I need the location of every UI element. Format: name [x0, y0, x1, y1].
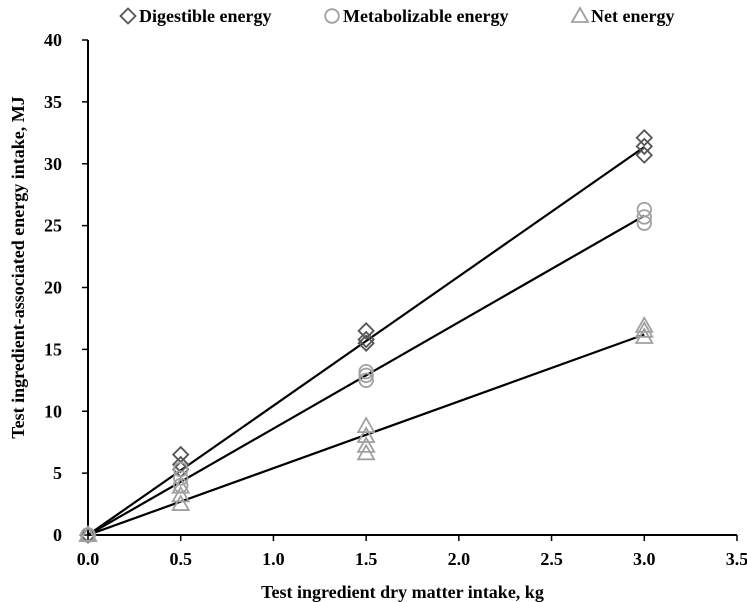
data-point — [634, 327, 654, 344]
data-point — [636, 215, 652, 231]
y-tick-label: 20 — [44, 278, 62, 298]
x-tick-label: 2.5 — [540, 549, 563, 569]
data-point — [78, 525, 98, 542]
legend: Digestible energy Metabolizable energy Net… — [119, 6, 674, 26]
legend-marker — [570, 6, 590, 23]
x-tick-label: 2.0 — [448, 549, 471, 569]
data-point — [356, 436, 376, 453]
data-point — [634, 320, 654, 338]
legend-label: Digestible energy — [139, 6, 271, 26]
axes: 0 5 10 15 20 25 30 35 40 0.0 0.5 1.0 1.5 2.0 2.5 3.0 3.5 — [44, 30, 747, 569]
y-tick-label: 30 — [44, 154, 62, 174]
y-axis-label: Test ingredient-associated energy intake… — [8, 96, 28, 438]
x-tick-label: 1.5 — [355, 549, 378, 569]
data-point — [358, 367, 374, 384]
data-point — [171, 476, 191, 494]
fit-line — [87, 214, 645, 536]
x-tick-label: 3.0 — [633, 549, 656, 569]
data-point — [635, 128, 654, 147]
data-point — [171, 494, 191, 511]
x-tick-label: 1.0 — [262, 549, 285, 569]
fit-lines — [87, 146, 645, 537]
x-tick-label: 3.5 — [726, 549, 747, 569]
data-points — [78, 128, 654, 544]
legend-label: Net energy — [591, 6, 674, 26]
x-tick-label: 0.5 — [169, 549, 192, 569]
x-tick-label: 0.0 — [77, 549, 100, 569]
x-axis-label: Test ingredient dry matter intake, kg — [261, 582, 544, 602]
data-point — [635, 137, 654, 156]
data-point — [356, 426, 376, 443]
y-tick-label: 5 — [53, 463, 62, 483]
data-point — [634, 316, 654, 333]
data-point — [636, 209, 652, 225]
legend-label: Metabolizable energy — [343, 6, 508, 26]
y-tick-label: 0 — [53, 525, 62, 545]
data-point — [356, 416, 376, 434]
data-point — [171, 485, 191, 503]
legend-marker — [119, 7, 137, 25]
data-point — [635, 146, 654, 164]
data-point — [171, 445, 190, 464]
legend-marker — [324, 8, 340, 24]
data-point — [358, 372, 374, 389]
data-point — [358, 363, 374, 380]
data-point — [357, 322, 375, 340]
y-tick-label: 40 — [44, 30, 62, 50]
y-tick-label: 25 — [44, 216, 62, 236]
data-point — [357, 334, 375, 352]
y-tick-label: 35 — [44, 92, 62, 112]
fit-line — [87, 146, 645, 536]
data-point — [357, 330, 375, 349]
data-point — [173, 461, 189, 478]
y-tick-label: 10 — [44, 401, 62, 421]
data-point — [356, 443, 376, 461]
y-tick-label: 15 — [44, 339, 62, 359]
data-point — [173, 470, 189, 486]
